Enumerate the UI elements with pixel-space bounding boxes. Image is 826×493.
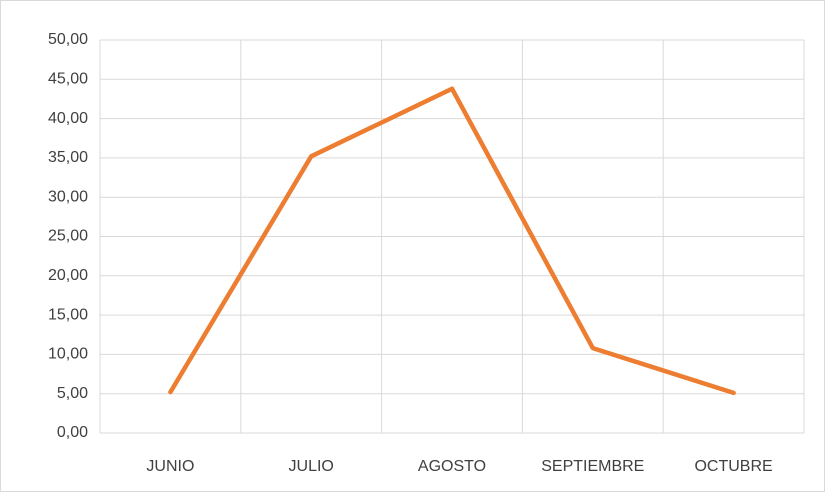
- y-tick-label: 50,00: [48, 31, 88, 48]
- y-tick-label: 30,00: [48, 188, 88, 205]
- y-tick-label: 25,00: [48, 228, 88, 245]
- line-series: [168, 86, 736, 396]
- x-tick-label: JUNIO: [146, 458, 194, 475]
- y-tick-label: 40,00: [48, 110, 88, 127]
- y-tick-label: 35,00: [48, 149, 88, 166]
- y-tick-label: 15,00: [48, 306, 88, 323]
- y-tick-label: 45,00: [48, 71, 88, 88]
- x-tick-label: JULIO: [289, 458, 334, 475]
- y-tick-label: 5,00: [57, 385, 88, 402]
- x-tick-label: OCTUBRE: [694, 458, 772, 475]
- y-tick-label: 0,00: [57, 424, 88, 441]
- y-tick-label: 20,00: [48, 267, 88, 284]
- y-tick-label: 10,00: [48, 346, 88, 363]
- x-tick-label: SEPTIEMBRE: [541, 458, 644, 475]
- x-tick-label: AGOSTO: [418, 458, 486, 475]
